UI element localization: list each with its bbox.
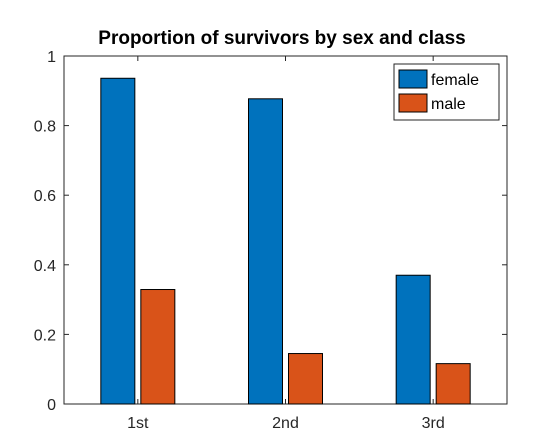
bar-female-1st bbox=[100, 77, 136, 405]
bar-male-3rd bbox=[435, 363, 471, 405]
bar-female-3rd bbox=[395, 274, 431, 405]
legend-swatch-male bbox=[398, 93, 428, 113]
x-tick-label: 1st bbox=[127, 415, 149, 432]
x-tick-label: 3rd bbox=[422, 415, 445, 432]
legend-label-female: female bbox=[431, 72, 479, 89]
y-tick-label: 0.2 bbox=[34, 327, 56, 344]
bar-female-2nd bbox=[248, 98, 283, 405]
y-tick-label: 0.8 bbox=[34, 119, 56, 136]
legend: female male bbox=[393, 63, 500, 121]
chart-title: Proportion of survivors by sex and class bbox=[98, 28, 465, 49]
bars-group bbox=[100, 77, 471, 405]
y-tick-label: 0.4 bbox=[34, 258, 56, 275]
x-tick-label: 2nd bbox=[272, 415, 299, 432]
legend-label-male: male bbox=[431, 96, 466, 113]
y-tick-label: 0 bbox=[47, 397, 56, 414]
legend-swatch-female bbox=[398, 69, 428, 89]
bar-male-1st bbox=[140, 289, 176, 405]
y-axis: 0 0.2 0.4 0.6 0.8 1 bbox=[34, 49, 507, 414]
bar-male-2nd bbox=[288, 353, 323, 405]
y-tick-label: 0.6 bbox=[34, 188, 56, 205]
y-tick-label: 1 bbox=[47, 49, 56, 66]
x-axis: 1st 2nd 3rd bbox=[127, 56, 445, 432]
